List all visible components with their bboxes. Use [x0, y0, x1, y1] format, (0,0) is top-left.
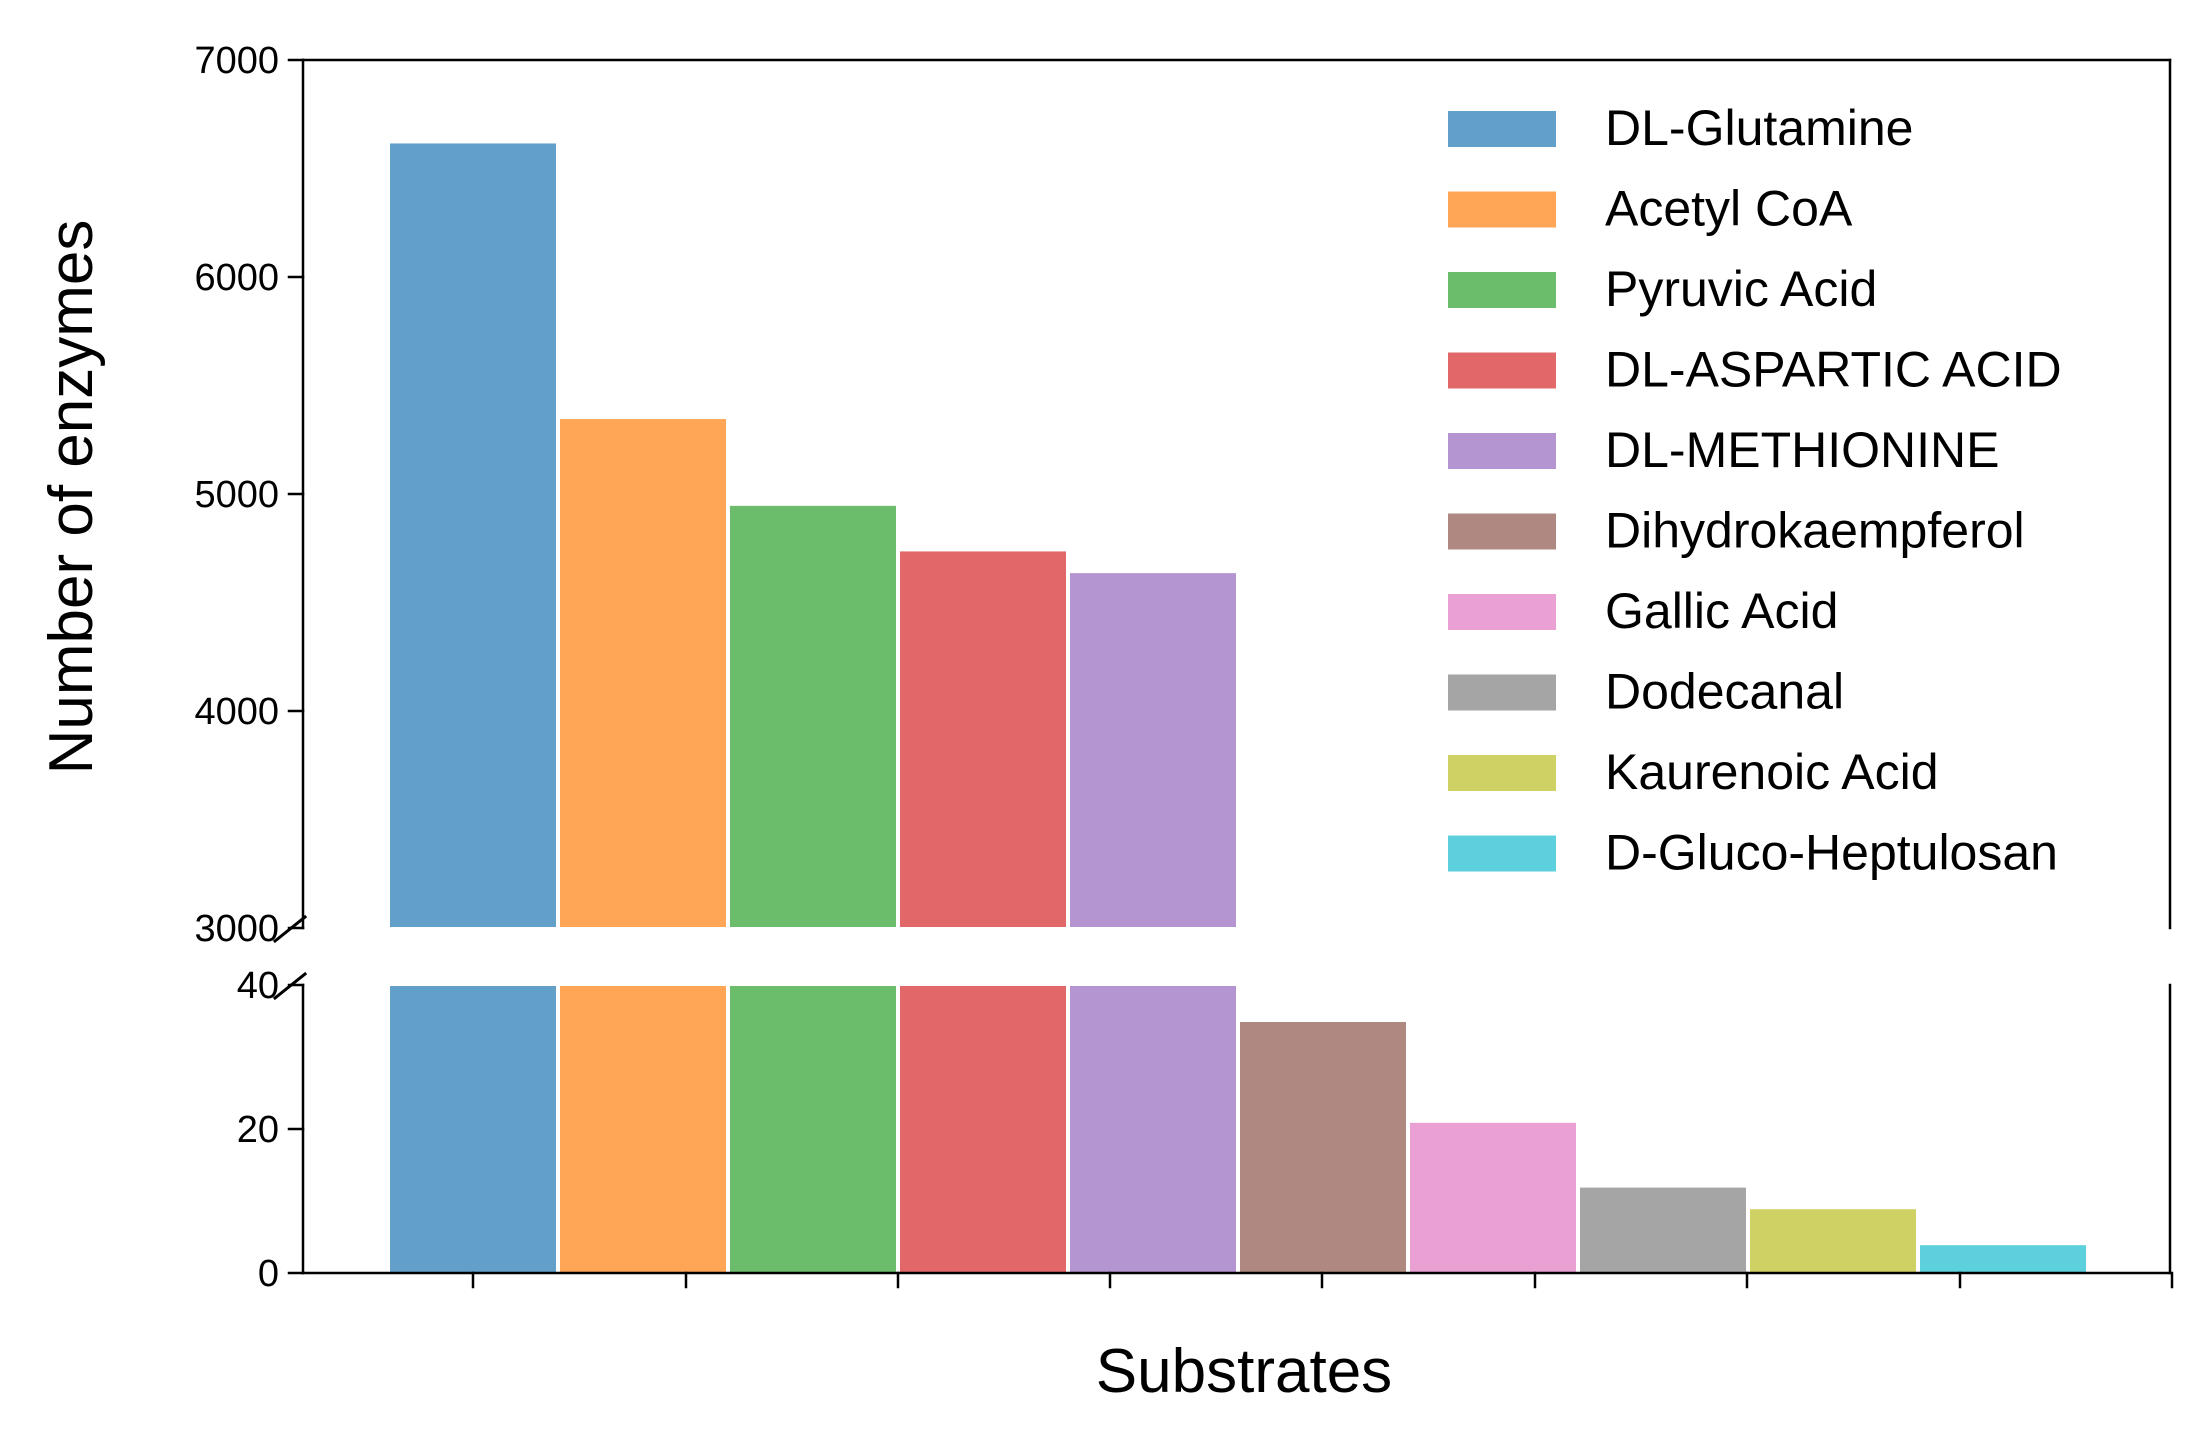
legend-label-gallic-acid: Gallic Acid [1605, 583, 1838, 639]
legend-swatch-kaurenoic-acid [1446, 753, 1558, 793]
legend-label-dl-methionine: DL-METHIONINE [1605, 422, 1999, 478]
tick-labels: 3000 4000 5000 6000 7000 0 20 40 [194, 40, 279, 1295]
axes [272, 58, 2174, 1289]
bar-lower-dodecanal [1578, 1185, 1748, 1274]
bar-upper-acetyl-coa [558, 417, 728, 929]
legend-swatch-acetyl-coa [1446, 189, 1558, 230]
bar-lower-dl-methionine [1068, 984, 1238, 1274]
y-tick-label-upper: 6000 [194, 257, 279, 299]
bar-upper-pyruvic-acid [728, 503, 898, 929]
x-axis-title: Substrates [1096, 1337, 1392, 1406]
bar-lower-acetyl-coa [558, 984, 728, 1274]
legend-swatch-dl-aspartic-acid [1446, 350, 1558, 391]
legend-swatch-d-gluco-heptulosan [1446, 833, 1558, 874]
y-tick-label-lower: 40 [237, 965, 279, 1007]
bar-lower-pyruvic-acid [728, 984, 898, 1274]
y-tick-label-lower: 0 [258, 1253, 279, 1295]
legend-label-kaurenoic-acid: Kaurenoic Acid [1605, 744, 1939, 800]
y-tick-label-lower: 20 [237, 1109, 279, 1151]
legend-label-dodecanal: Dodecanal [1605, 664, 1844, 720]
legend-swatch-pyruvic-acid [1446, 270, 1558, 310]
legend-swatch-dodecanal [1446, 672, 1558, 713]
legend-swatch-dl-glutamine [1446, 109, 1558, 149]
bar-lower-dihydrokaempferol [1238, 1020, 1408, 1274]
y-tick-label-upper: 5000 [194, 474, 279, 516]
bar-upper-dl-methionine [1068, 571, 1238, 929]
y-axis-title: Number of enzymes [37, 220, 106, 775]
y-tick-label-upper: 3000 [194, 908, 279, 950]
legend-label-d-gluco-heptulosan: D-Gluco-Heptulosan [1605, 825, 2058, 881]
legend-label-pyruvic-acid: Pyruvic Acid [1605, 261, 1877, 317]
y-tick-label-upper: 7000 [194, 40, 279, 82]
legend-label-dl-aspartic-acid: DL-ASPARTIC ACID [1605, 342, 2062, 398]
bar-lower-dl-aspartic-acid [898, 984, 1068, 1274]
bar-lower-dl-glutamine [388, 984, 558, 1274]
bar-lower-kaurenoic-acid [1748, 1207, 1918, 1274]
lower-bars [388, 984, 2088, 1275]
bar-lower-d-gluco-heptulosan [1918, 1243, 2088, 1274]
legend-label-dihydrokaempferol: Dihydrokaempferol [1605, 503, 2025, 559]
y-tick-label-upper: 4000 [194, 691, 279, 733]
legend-label-acetyl-coa: Acetyl CoA [1605, 181, 1853, 237]
legend: DL-Glutamine Acetyl CoA Pyruvic Acid DL-ASP… [1446, 100, 2062, 881]
legend-swatch-dihydrokaempferol [1446, 511, 1558, 552]
upper-bars [388, 141, 1238, 929]
legend-label-dl-glutamine: DL-Glutamine [1605, 100, 1913, 156]
legend-swatch-gallic-acid [1446, 592, 1558, 632]
legend-swatch-dl-methionine [1446, 431, 1558, 471]
bar-upper-dl-aspartic-acid [898, 549, 1068, 929]
bar-lower-gallic-acid [1408, 1120, 1578, 1275]
bar-upper-dl-glutamine [388, 141, 558, 929]
